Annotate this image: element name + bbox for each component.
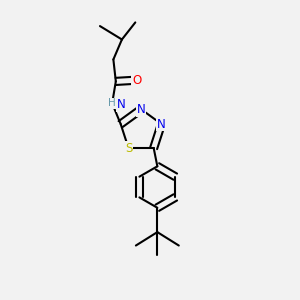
Text: H: H: [108, 98, 116, 108]
Text: S: S: [125, 142, 132, 154]
Text: N: N: [157, 118, 166, 130]
Text: N: N: [137, 103, 146, 116]
Text: N: N: [117, 98, 126, 111]
Text: O: O: [132, 74, 141, 87]
